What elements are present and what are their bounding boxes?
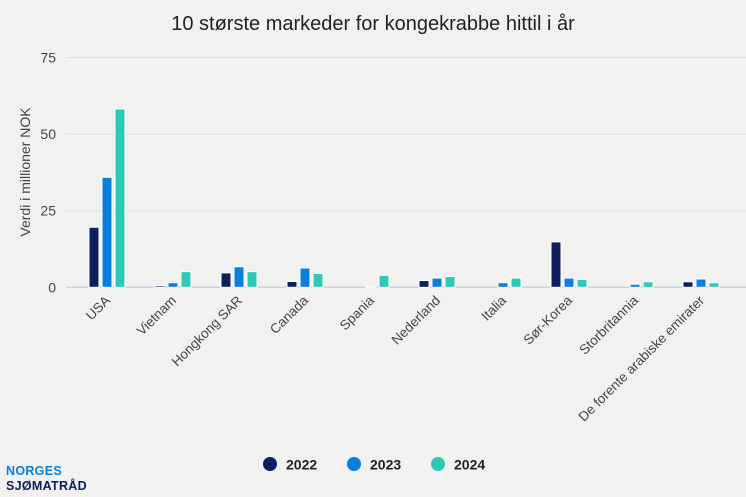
- legend-marker-2023: [347, 457, 361, 471]
- x-tick-label: Hongkong SAR: [169, 293, 246, 370]
- bar-2023: [167, 282, 179, 288]
- bar-2022: [418, 280, 430, 288]
- bar-2022: [550, 241, 562, 288]
- y-tick-label: 0: [48, 279, 56, 295]
- legend-label: 2022: [286, 457, 317, 473]
- bar-2024: [180, 271, 192, 288]
- bar-2023: [299, 267, 311, 288]
- y-tick-label: 25: [40, 203, 56, 219]
- bar-2023: [431, 277, 443, 288]
- legend-label: 2023: [370, 457, 401, 473]
- x-tick-label: Italia: [478, 292, 509, 323]
- x-tick-label: De forente arabiske emirater: [576, 292, 708, 424]
- chart-title: 10 største markeder for kongekrabbe hitt…: [171, 13, 575, 35]
- bar-2024: [510, 277, 522, 288]
- logo-line2: SJØMATRÅD: [6, 479, 87, 493]
- bar-2023: [497, 282, 509, 288]
- x-tick-label: Vietnam: [134, 293, 179, 338]
- bar-2023: [233, 266, 245, 288]
- bar-2022: [154, 285, 166, 288]
- legend-marker-2024: [431, 457, 445, 471]
- y-tick-label: 50: [40, 126, 56, 142]
- bar-2024: [312, 273, 324, 288]
- bar-2024: [444, 276, 456, 288]
- bar-2022: [88, 226, 100, 288]
- bar-2023: [629, 283, 641, 288]
- bar-2024: [576, 278, 588, 288]
- x-tick-label: USA: [83, 293, 113, 323]
- bar-2024: [246, 271, 258, 288]
- x-tick-label: Nederland: [388, 293, 443, 348]
- x-tick-label: Storbritannia: [576, 292, 641, 357]
- bar-2024: [642, 281, 654, 288]
- norges-sjomatrad-logo: NORGES SJØMATRÅD: [6, 464, 87, 494]
- bar-2024: [114, 108, 126, 288]
- bar-2023: [563, 277, 575, 288]
- y-tick-label: 75: [40, 50, 56, 66]
- bar-2022: [286, 280, 298, 288]
- legend-marker-2022: [263, 457, 277, 471]
- bar-2024: [378, 274, 390, 288]
- y-axis-label: Verdi i millioner NOK: [17, 107, 33, 237]
- x-tick-label: Canada: [267, 292, 311, 336]
- bar-2023: [695, 278, 707, 288]
- bar-2023: [101, 176, 113, 288]
- logo-line1: NORGES: [6, 464, 62, 478]
- bar-2022: [682, 281, 694, 288]
- bar-2024: [708, 282, 720, 288]
- x-tick-label: Spania: [337, 292, 378, 333]
- x-tick-label: Sør-Korea: [520, 292, 575, 347]
- legend-label: 2024: [454, 457, 485, 473]
- bar-2022: [220, 272, 232, 288]
